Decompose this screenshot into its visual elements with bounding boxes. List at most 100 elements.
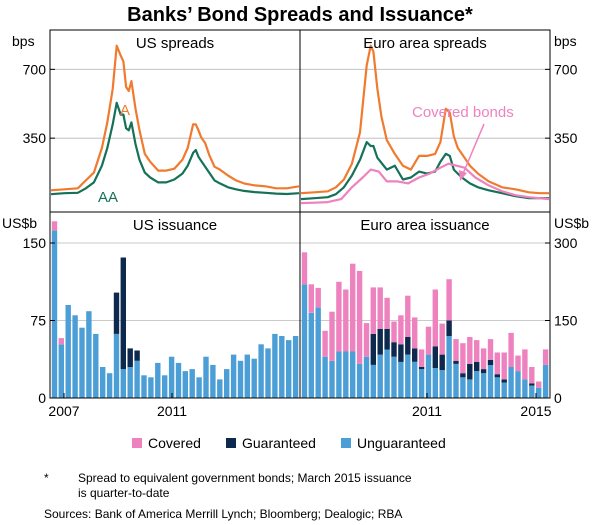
bar-covered-2006Q3 bbox=[58, 338, 64, 345]
bar-unguaranteed-2012Q4 bbox=[480, 373, 487, 398]
bar-covered-2007Q4 bbox=[343, 289, 349, 352]
bar-unguaranteed-2009Q2 bbox=[134, 360, 140, 398]
annotation-covered-bonds: Covered bonds bbox=[412, 104, 514, 121]
bar-unguaranteed-2006Q2 bbox=[51, 230, 58, 398]
bar-unguaranteed-2012Q2 bbox=[467, 379, 473, 398]
bar-covered-2011Q4 bbox=[453, 339, 459, 361]
bar-unguaranteed-2008Q2 bbox=[356, 363, 363, 398]
bar-unguaranteed-2010Q3 bbox=[418, 369, 425, 398]
bar-unguaranteed-2013Q2 bbox=[494, 377, 500, 398]
chart-title: Banks’ Bond Spreads and Issuance* bbox=[127, 4, 473, 26]
annotation-a: A bbox=[120, 102, 130, 119]
bar-guaranteed-2012Q3 bbox=[474, 361, 480, 372]
bar-unguaranteed-2014Q3 bbox=[529, 385, 535, 398]
bar-unguaranteed-2007Q4 bbox=[343, 351, 349, 398]
bar-covered-2010Q1 bbox=[405, 295, 411, 337]
left-axis-unit-spreads: bps bbox=[12, 33, 35, 49]
bar-covered-2006Q2 bbox=[301, 252, 308, 285]
bar-covered-2013Q2 bbox=[494, 352, 500, 375]
bar-unguaranteed-2013Q1 bbox=[487, 364, 494, 398]
bar-guaranteed-2009Q1 bbox=[127, 348, 133, 367]
bar-covered-2014Q2 bbox=[522, 349, 528, 380]
bar-unguaranteed-2006Q3 bbox=[58, 344, 64, 398]
bar-covered-2011Q2 bbox=[439, 323, 445, 355]
panel-title-euro-issuance: Euro area issuance bbox=[360, 217, 489, 234]
bar-unguaranteed-2012Q4 bbox=[230, 354, 237, 398]
bar-unguaranteed-2008Q1 bbox=[350, 351, 356, 398]
bar-unguaranteed-2013Q1 bbox=[237, 360, 244, 398]
footnote-marker: * bbox=[44, 471, 49, 485]
sources-line: Sources: Bank of America Merrill Lynch; … bbox=[44, 507, 402, 521]
bar-unguaranteed-2011Q2 bbox=[189, 369, 195, 398]
bar-guaranteed-2011Q2 bbox=[439, 354, 445, 371]
bar-guaranteed-2009Q1 bbox=[377, 328, 383, 355]
y-tick-label: 75 bbox=[30, 313, 46, 329]
bar-unguaranteed-2014Q1 bbox=[265, 348, 271, 398]
bar-unguaranteed-2014Q3 bbox=[279, 336, 285, 398]
panel-3: 0 150 300 bbox=[300, 235, 578, 406]
bar-unguaranteed-2009Q1 bbox=[377, 354, 383, 398]
bar-unguaranteed-2015Q1 bbox=[542, 364, 549, 398]
bar-unguaranteed-2010Q1 bbox=[155, 362, 161, 398]
series-line-aa bbox=[300, 141, 549, 201]
bar-covered-2009Q1 bbox=[377, 287, 383, 329]
bar-unguaranteed-2010Q3 bbox=[168, 356, 175, 398]
bar-unguaranteed-2012Q3 bbox=[224, 369, 230, 398]
x-tick-label-2011-right: 2011 bbox=[412, 403, 442, 419]
right-axis-unit-spreads: bps bbox=[554, 33, 577, 49]
bar-unguaranteed-2013Q2 bbox=[244, 354, 250, 398]
bar-unguaranteed-2006Q2 bbox=[301, 284, 308, 398]
y-tick-label: 150 bbox=[23, 235, 47, 251]
y-tick-label: 0 bbox=[554, 390, 562, 406]
bar-guaranteed-2008Q4 bbox=[370, 333, 376, 365]
bar-covered-2008Q3 bbox=[363, 323, 370, 357]
bar-unguaranteed-2008Q3 bbox=[113, 333, 120, 398]
bar-guaranteed-2009Q2 bbox=[134, 350, 140, 361]
y-tick-label: 150 bbox=[554, 313, 578, 329]
bar-guaranteed-2010Q2 bbox=[412, 348, 418, 362]
panel-title-us-issuance: US issuance bbox=[133, 217, 217, 234]
bar-unguaranteed-2007Q3 bbox=[336, 351, 342, 398]
panel-title-us-spreads: US spreads bbox=[136, 35, 214, 52]
bar-unguaranteed-2007Q3 bbox=[86, 311, 92, 398]
bar-unguaranteed-2011Q1 bbox=[182, 371, 188, 398]
bar-covered-2013Q4 bbox=[508, 332, 514, 367]
annotation-aa: AA bbox=[98, 189, 118, 206]
bar-guaranteed-2013Q1 bbox=[487, 359, 494, 365]
bar-guaranteed-2013Q2 bbox=[494, 374, 500, 378]
panel-1: 350 700 bbox=[300, 44, 578, 205]
bar-guaranteed-2012Q4 bbox=[480, 369, 487, 374]
legend: Covered Guaranteed Unguaranteed bbox=[132, 435, 446, 451]
legend-swatch-guaranteed bbox=[226, 438, 236, 448]
bar-covered-2009Q3 bbox=[391, 321, 397, 343]
bar-unguaranteed-2011Q2 bbox=[439, 370, 445, 398]
bar-unguaranteed-2015Q1 bbox=[292, 336, 299, 398]
bar-guaranteed-2008Q4 bbox=[120, 257, 126, 370]
bar-unguaranteed-2010Q4 bbox=[425, 354, 432, 398]
bar-unguaranteed-2007Q1 bbox=[322, 356, 328, 398]
bar-unguaranteed-2013Q4 bbox=[508, 367, 514, 398]
bar-guaranteed-2011Q1 bbox=[432, 346, 438, 368]
bar-covered-2012Q1 bbox=[460, 343, 466, 374]
bar-covered-2012Q2 bbox=[467, 337, 473, 364]
bar-guaranteed-2008Q3 bbox=[113, 292, 120, 334]
legend-label-covered: Covered bbox=[148, 435, 201, 451]
legend-label-unguaranteed: Unguaranteed bbox=[357, 435, 446, 451]
bar-unguaranteed-2011Q3 bbox=[446, 336, 452, 398]
bar-covered-2010Q3 bbox=[418, 349, 425, 367]
bar-unguaranteed-2009Q1 bbox=[127, 367, 133, 398]
bar-unguaranteed-2010Q1 bbox=[405, 354, 411, 398]
bar-guaranteed-2009Q4 bbox=[398, 344, 404, 362]
bar-unguaranteed-2011Q4 bbox=[453, 363, 459, 398]
bar-unguaranteed-2008Q4 bbox=[370, 364, 376, 398]
bar-covered-2007Q1 bbox=[322, 330, 328, 357]
bar-unguaranteed-2008Q1 bbox=[100, 367, 106, 398]
bar-unguaranteed-2014Q4 bbox=[536, 387, 542, 398]
footnote-line-2: is quarter-to-date bbox=[78, 486, 170, 500]
bar-guaranteed-2010Q1 bbox=[405, 337, 411, 355]
bar-covered-2006Q3 bbox=[308, 284, 314, 313]
bar-unguaranteed-2009Q4 bbox=[398, 361, 404, 398]
annotation-arrow bbox=[461, 123, 485, 177]
annotation-arrowhead bbox=[459, 170, 467, 181]
